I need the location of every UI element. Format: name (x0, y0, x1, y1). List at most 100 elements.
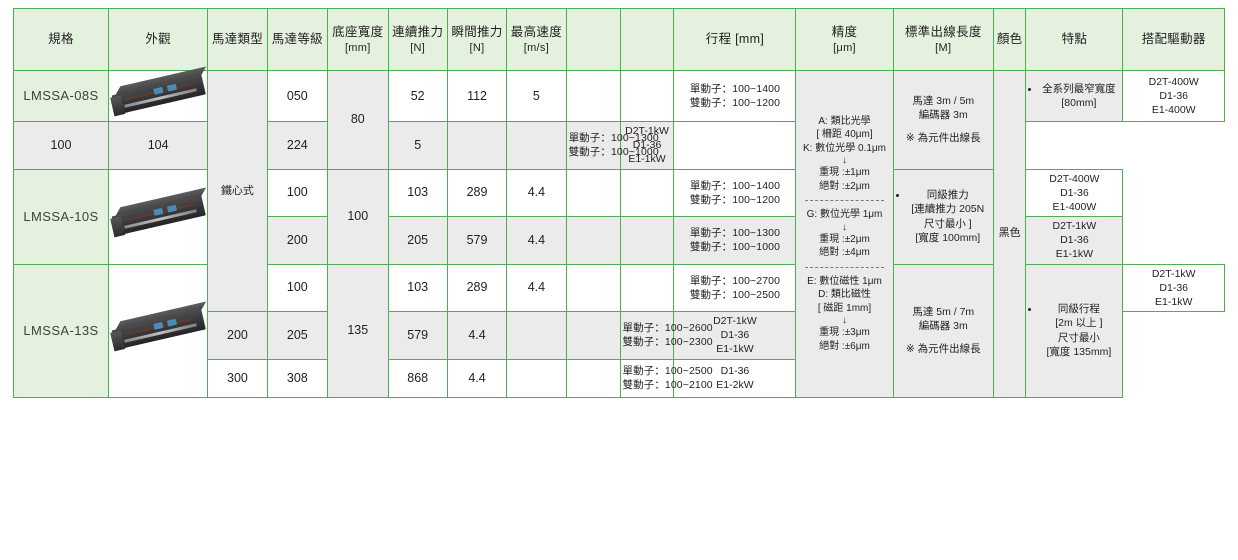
base-width-cell: 80 (327, 70, 389, 170)
table-body: LMSSA-08S 鐵心式 050 80 52 112 5 (13, 66, 1225, 398)
driver-cell: D2T-400W D1-36 E1-400W (1025, 168, 1124, 218)
table-row: LMSSA-13S 100 135 103 289 4.4 (13, 263, 1225, 398)
linear-stage-image (110, 172, 207, 262)
blank-cell-1 (506, 358, 567, 398)
blank-cell-2 (619, 70, 675, 122)
base-width-cell: 100 (327, 168, 389, 265)
stroke-cell: 單動子：100~1300 雙動子：100~1000 (673, 216, 797, 265)
stroke-cell: 單動子：100~2600 雙動子：100~2300 (619, 311, 713, 360)
continuous-force-cell: 205 (387, 216, 448, 265)
header-blank-2 (619, 8, 675, 71)
accuracy-cell: A: 類比光學 [ 柵距 40μm] K: 數位光學 0.1μm ↓ 重現 :±… (795, 70, 894, 398)
max-speed-cell: 5 (506, 70, 567, 122)
model-name-cell: LMSSA-10S (13, 168, 109, 265)
blank-cell-1 (446, 121, 508, 170)
header-driver: 搭配驅動器 (1122, 8, 1225, 71)
product-photo-cell (107, 168, 209, 265)
driver-cell: D1-36 E1-2kW (673, 358, 797, 398)
blank-cell-2 (619, 168, 675, 218)
peak-force-cell: 868 (387, 358, 448, 398)
stroke-cell: 單動子：100~1400 雙動子：100~1200 (673, 168, 797, 218)
header-peak-force: 瞬間推力 [N] (446, 8, 508, 71)
max-speed-cell: 4.4 (506, 263, 567, 313)
header-appearance: 外觀 (107, 8, 209, 71)
max-speed-cell: 4.4 (446, 311, 508, 360)
motor-grade-cell: 050 (266, 70, 329, 122)
motor-type-cell: 鐵心式 (207, 69, 268, 313)
driver-cell: D2T-1kW D1-36 E1-1kW (673, 311, 797, 360)
continuous-force-cell: 103 (387, 263, 448, 313)
blank-cell-1 (565, 168, 621, 218)
cable-length-cell: 馬達 3m / 5m 編碼器 3m ※ 為元件出線長 (892, 70, 994, 170)
header-base-width: 底座寬度 [mm] (327, 8, 389, 71)
motor-grade-cell: 100 (266, 168, 329, 218)
motor-grade-cell: 300 (207, 358, 268, 398)
stroke-cell: 單動子：100~1300 雙動子：100~1000 (565, 121, 659, 170)
peak-force-cell: 579 (446, 216, 508, 265)
driver-cell: D2T-1kW D1-36 E1-1kW (1122, 263, 1225, 313)
motor-grade-cell: 200 (207, 311, 268, 360)
header-row: 規格 外觀 馬達類型 馬達等級 底座寬度 [mm] 連續推力 [N] 瞬間推力 [N]… (13, 8, 1225, 71)
header-stroke: 行程 [mm] (673, 8, 797, 71)
continuous-force-cell: 308 (266, 358, 329, 398)
blank-cell-1 (565, 216, 621, 265)
peak-force-cell: 224 (266, 121, 329, 170)
continuous-force-cell: 103 (387, 168, 448, 218)
stroke-cell: 單動子：100~2500 雙動子：100~2100 (619, 358, 713, 398)
header-motor-type: 馬達類型 (207, 8, 268, 71)
blank-cell-2 (565, 311, 621, 360)
driver-cell: D2T-400W D1-36 E1-400W (1122, 70, 1225, 122)
motor-grade-cell: 200 (266, 216, 329, 265)
table-row: 200 205 579 4.4 單動子：100~2600 雙動子：100~230… (14, 311, 1225, 360)
peak-force-cell: 289 (446, 168, 508, 218)
max-speed-cell: 4.4 (506, 168, 567, 218)
peak-force-cell: 579 (387, 311, 448, 360)
header-spec: 規格 (13, 8, 109, 71)
feature-cell: 同級推力 [連續推力 205N 尺寸最小 ] [寬度 100mm] (892, 168, 994, 265)
header-continuous-force: 連續推力 [N] (387, 8, 448, 71)
max-speed-cell: 4.4 (446, 358, 508, 398)
driver-cell: D2T-1kW D1-36 E1-1kW (1025, 216, 1124, 265)
cable-length-cell: 馬達 5m / 7m 編碼器 3m ※ 為元件出線長 (892, 263, 994, 398)
motor-grade-cell: 100 (13, 121, 109, 170)
blank-cell-1 (506, 311, 567, 360)
blank-cell-2 (565, 358, 621, 398)
header-accuracy: 精度 [μm] (795, 8, 894, 71)
peak-force-cell: 289 (446, 263, 508, 313)
max-speed-cell: 5 (387, 121, 448, 170)
blank-cell-1 (565, 70, 621, 122)
specification-table-page: 規格 外觀 馬達類型 馬達等級 底座寬度 [mm] 連續推力 [N] 瞬間推力 [N]… (0, 8, 1238, 560)
divider (804, 200, 885, 202)
header-cable-length: 標準出線長度 [M] (892, 8, 994, 71)
continuous-force-cell: 205 (266, 311, 329, 360)
header-feature: 特點 (1025, 8, 1124, 71)
linear-motor-spec-table: 規格 外觀 馬達類型 馬達等級 底座寬度 [mm] 連續推力 [N] 瞬間推力 [N]… (13, 8, 1225, 398)
blank-cell-2 (619, 216, 675, 265)
feature-cell: 同級行程 [2m 以上 ] 尺寸最小 [寬度 135mm] (1025, 263, 1124, 398)
header-color: 顏色 (992, 8, 1027, 71)
linear-stage-image (110, 66, 207, 119)
max-speed-cell: 4.4 (506, 216, 567, 265)
header-max-speed: 最高速度 [m/s] (506, 8, 567, 71)
header-blank-1 (565, 8, 621, 71)
stroke-cell: 單動子：100~1400 雙動子：100~1200 (673, 70, 797, 122)
arrow-down-icon: ↓ (842, 221, 847, 233)
table-row: 300 308 868 4.4 單動子：100~2500 雙動子：100~210… (14, 358, 1225, 398)
linear-stage-image (110, 267, 207, 395)
peak-force-cell: 112 (446, 70, 508, 122)
blank-cell-1 (565, 263, 621, 313)
model-name-cell: LMSSA-13S (13, 263, 109, 398)
table-row: LMSSA-10S 100 100 103 289 4.4 (13, 168, 1225, 265)
table-header: 規格 外觀 馬達類型 馬達等級 底座寬度 [mm] 連續推力 [N] 瞬間推力 [N]… (13, 8, 1225, 71)
continuous-force-cell: 104 (107, 121, 209, 170)
product-photo-cell (107, 263, 209, 398)
product-photo-cell (107, 66, 209, 122)
color-cell: 黑色 (992, 70, 1027, 398)
model-name-cell: LMSSA-08S (13, 70, 109, 122)
motor-grade-cell: 100 (266, 263, 329, 313)
header-motor-grade: 馬達等級 (266, 8, 329, 71)
arrow-down-icon: ↓ (842, 155, 847, 167)
base-width-cell: 135 (327, 263, 389, 398)
blank-cell-2 (506, 121, 567, 170)
continuous-force-cell: 52 (387, 70, 448, 122)
